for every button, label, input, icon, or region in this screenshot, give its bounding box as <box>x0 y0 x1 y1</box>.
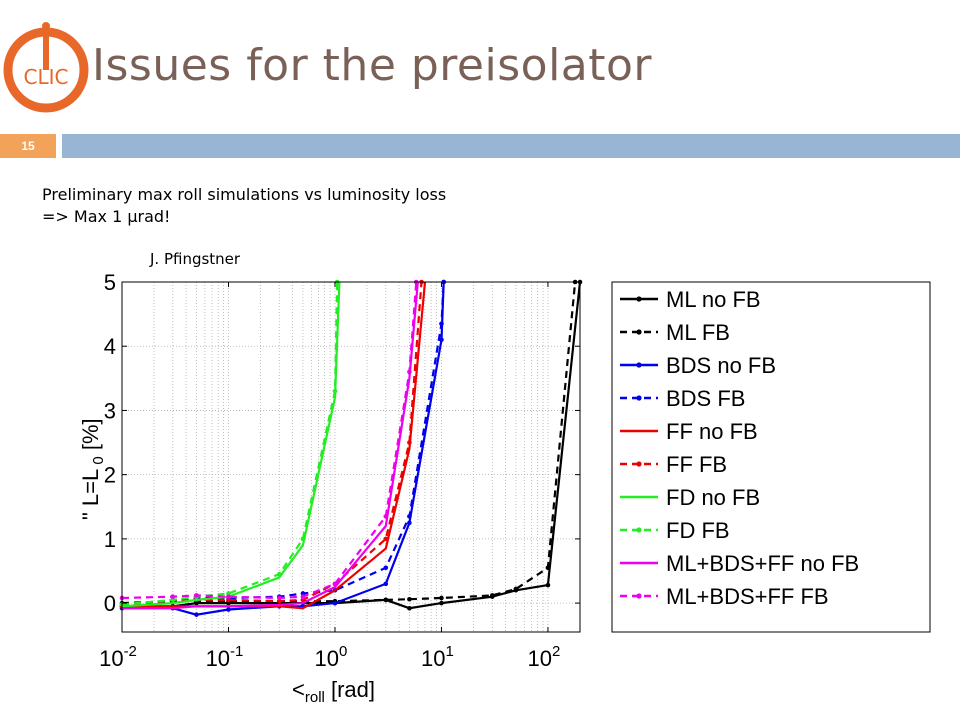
series-line <box>122 281 419 610</box>
subtitle-line: => Max 1 µrad! <box>42 207 171 226</box>
data-point <box>407 440 412 445</box>
data-point <box>439 337 444 343</box>
legend-entry: ML+BDS+FF no FB <box>666 551 859 576</box>
data-point <box>276 598 282 604</box>
y-axis-label: " L=L 0 [%] <box>78 418 107 520</box>
series-9 <box>119 279 419 601</box>
y-tick-label: 4 <box>104 334 116 359</box>
data-point <box>300 594 306 599</box>
data-point <box>332 581 338 587</box>
y-tick-label: 1 <box>104 527 116 552</box>
clic-logo: CLIC <box>3 22 89 113</box>
x-tick-label: 100 <box>315 643 348 671</box>
series-line <box>121 281 341 608</box>
data-point <box>383 514 389 519</box>
slide-title: Issues for the preisolator <box>92 40 653 91</box>
legend-entry: FD no FB <box>666 485 760 510</box>
data-point <box>170 597 176 603</box>
legend-entry: BDS no FB <box>666 353 776 378</box>
legend-entry: ML no FB <box>666 287 761 312</box>
series-line <box>121 281 418 600</box>
data-point <box>407 596 412 602</box>
data-point <box>407 369 412 375</box>
legend-entry: FF no FB <box>666 419 758 444</box>
author-credit: J. Pfingstner <box>150 250 241 268</box>
y-tick-label: 0 <box>104 591 116 616</box>
x-tick-label: 101 <box>421 643 454 671</box>
data-point <box>300 591 306 596</box>
data-point <box>439 595 444 601</box>
x-tick-label: 10-1 <box>206 643 244 671</box>
y-tick-label: 2 <box>104 463 116 488</box>
data-point <box>194 612 199 617</box>
series-line <box>121 281 339 606</box>
data-point <box>407 605 412 611</box>
plot-area <box>122 282 580 632</box>
y-tick-label: 3 <box>104 398 116 423</box>
data-point <box>383 565 389 571</box>
x-tick-label: 102 <box>528 643 561 671</box>
x-axis-label: <roll [rad] <box>292 677 375 706</box>
legend-entry: FD FB <box>666 518 730 543</box>
legend-marker <box>636 527 642 533</box>
data-point <box>332 388 338 394</box>
data-point <box>439 600 444 606</box>
legend-marker <box>636 296 642 302</box>
data-point <box>170 594 176 599</box>
data-point <box>226 594 231 599</box>
legend-entry: ML FB <box>666 320 730 345</box>
x-tick-label: 10-2 <box>99 643 137 671</box>
data-point <box>300 536 306 542</box>
data-point <box>276 595 282 601</box>
series-line <box>121 281 423 608</box>
legend-marker <box>636 362 642 368</box>
data-point <box>383 536 389 542</box>
logo-text: CLIC <box>24 65 69 89</box>
y-tick-label: 5 <box>104 270 116 295</box>
data-point <box>300 597 306 603</box>
legend-box <box>611 281 931 633</box>
legend-marker <box>636 395 642 401</box>
data-point <box>489 593 495 598</box>
data-point <box>513 586 519 592</box>
data-point <box>276 571 282 577</box>
legend-entry: FF FB <box>666 452 727 477</box>
data-point <box>226 597 231 603</box>
legend-entry: BDS FB <box>666 386 745 411</box>
data-point <box>545 582 551 588</box>
legend-entry: ML+BDS+FF FB <box>666 584 829 609</box>
data-point <box>407 514 412 519</box>
header-bar <box>62 134 960 158</box>
data-point <box>439 321 444 327</box>
data-point <box>407 520 412 526</box>
slide-number: 15 <box>0 134 56 158</box>
legend-marker <box>636 329 642 335</box>
data-point <box>383 581 389 587</box>
data-point <box>332 600 338 606</box>
data-point <box>226 607 231 612</box>
data-point <box>194 593 199 598</box>
legend-marker <box>636 593 642 599</box>
subtitle-line: Preliminary max roll simulations vs lumi… <box>42 185 447 204</box>
data-point <box>545 565 551 571</box>
data-point <box>383 597 389 603</box>
axes-box <box>121 281 581 633</box>
legend-marker <box>636 461 642 467</box>
subtitle: Preliminary max roll simulations vs lumi… <box>42 184 446 228</box>
data-point <box>226 591 231 596</box>
legend: ML no FB ML FB BDS no FB BDS FB FF no FB FF F… <box>611 281 931 633</box>
series-8 <box>122 281 419 610</box>
series-6 <box>121 281 341 608</box>
